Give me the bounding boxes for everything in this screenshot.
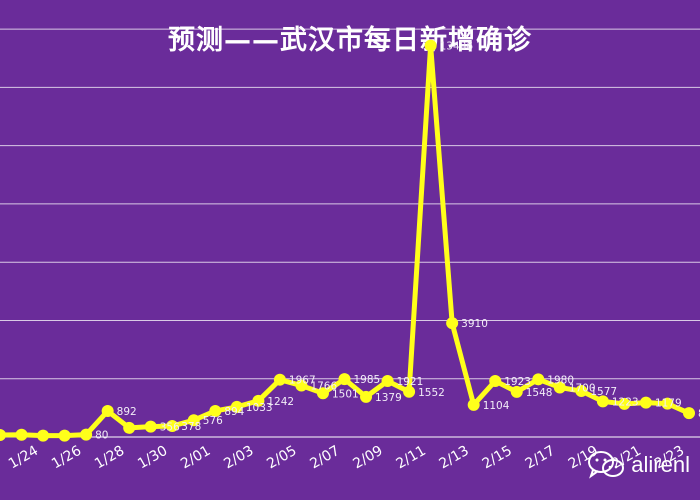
data-label: 1577 (590, 386, 617, 398)
data-label: 818 (698, 408, 700, 420)
data-point (661, 397, 674, 410)
data-point (553, 381, 566, 394)
x-tick-label: 2/15 (480, 443, 515, 473)
data-label: 1104 (483, 400, 510, 412)
data-point (15, 428, 28, 441)
data-label: 378 (181, 421, 201, 433)
data-point (295, 379, 308, 392)
data-label: 576 (203, 415, 223, 427)
x-tick-label: 2/13 (437, 443, 472, 473)
data-point (101, 405, 114, 418)
wechat-icon (587, 450, 625, 480)
data-label: 1921 (397, 376, 424, 388)
data-label: 1766 (310, 381, 337, 393)
data-point (187, 414, 200, 427)
data-label: 356 (160, 422, 180, 434)
data-point (316, 387, 329, 400)
data-label: 1923 (504, 376, 531, 388)
data-point (403, 385, 416, 398)
data-point (166, 419, 179, 432)
x-tick-label: 2/01 (178, 443, 213, 473)
data-point (446, 317, 459, 330)
x-tick-label: 2/03 (221, 443, 256, 473)
data-label: 1985 (354, 374, 381, 386)
data-label: 1980 (547, 374, 574, 386)
data-label: 1179 (655, 398, 682, 410)
x-tick-label: 1/26 (49, 443, 84, 473)
data-label: 1548 (526, 387, 553, 399)
data-label: 1700 (569, 382, 596, 394)
data-label: 13436 (440, 41, 474, 53)
data-point (37, 429, 50, 442)
x-tick-label: 2/05 (264, 443, 299, 473)
data-point (123, 421, 136, 434)
data-label: 1501 (332, 388, 359, 400)
data-point (510, 385, 523, 398)
data-label: 892 (117, 406, 137, 418)
data-point (489, 374, 502, 387)
data-label: 1379 (375, 392, 402, 404)
watermark-text: alirenl (631, 452, 690, 477)
chart-title: 预测——武汉市每日新增确诊 (168, 25, 532, 56)
data-point (80, 428, 93, 441)
data-point (252, 394, 265, 407)
data-point (575, 385, 588, 398)
data-point (144, 420, 157, 433)
data-point (467, 398, 480, 411)
data-point (596, 395, 609, 408)
data-label: 3910 (461, 318, 488, 330)
data-point (230, 400, 243, 413)
data-label: 80 (95, 430, 108, 442)
x-tick-label: 1/30 (135, 443, 170, 473)
data-label: 1223 (612, 396, 639, 408)
data-point (381, 375, 394, 388)
data-label: 1033 (246, 402, 273, 414)
data-label: 1552 (418, 387, 445, 399)
data-point (683, 407, 695, 420)
data-point (618, 397, 631, 410)
x-tick-label: 2/17 (523, 443, 558, 473)
data-label: 1242 (267, 396, 294, 408)
data-point (273, 373, 286, 386)
data-label: 894 (224, 406, 244, 418)
x-tick-label: 1/28 (92, 443, 127, 473)
x-tick-label: 1/24 (6, 443, 41, 473)
data-point (424, 39, 437, 52)
data-label: 1967 (289, 375, 316, 387)
data-point (532, 373, 545, 386)
data-point (0, 428, 6, 441)
watermark: alirenl (587, 450, 690, 480)
x-tick-label: 2/11 (393, 443, 428, 473)
x-tick-label: 2/07 (307, 443, 342, 473)
data-point (360, 390, 373, 403)
data-point (58, 429, 71, 442)
data-point (338, 373, 351, 386)
data-point (209, 404, 222, 417)
x-tick-label: 2/09 (350, 443, 385, 473)
data-point (639, 396, 652, 409)
